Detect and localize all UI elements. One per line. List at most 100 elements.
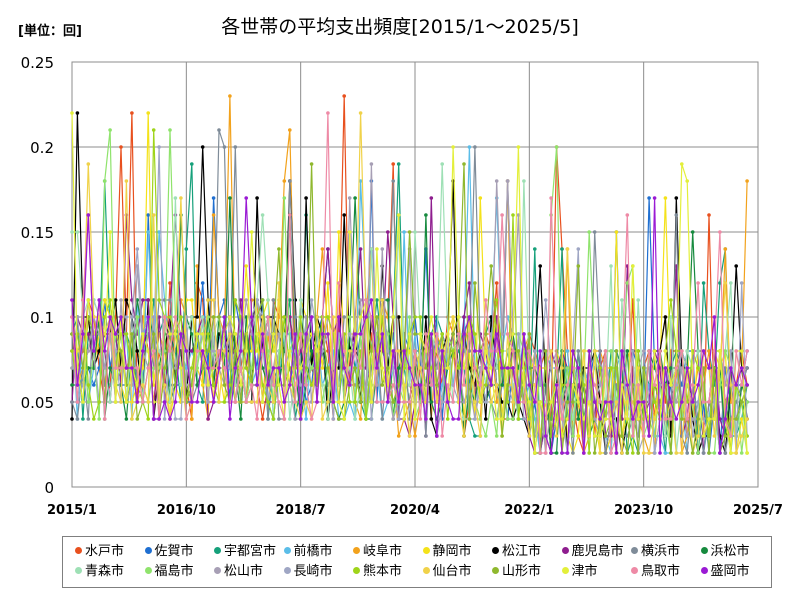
data-point: [631, 349, 635, 353]
data-point: [353, 196, 357, 200]
data-point: [690, 451, 695, 455]
data-point: [130, 366, 134, 370]
data-point: [500, 366, 504, 370]
legend-marker: [422, 547, 430, 554]
data-point: [429, 332, 434, 336]
data-point: [489, 383, 494, 387]
legend-item: 静岡市: [422, 544, 472, 560]
data-point: [168, 128, 172, 132]
data-point: [609, 451, 613, 455]
data-point: [228, 383, 232, 387]
chart-title: 各世帯の平均支出頻度[2015/1～2025/5]: [221, 16, 579, 38]
data-point: [97, 417, 101, 421]
data-point: [108, 315, 112, 319]
data-point: [222, 366, 227, 370]
data-point: [200, 349, 205, 353]
data-point: [674, 383, 679, 387]
data-point: [680, 349, 684, 353]
data-point: [527, 383, 532, 387]
data-point: [108, 230, 112, 234]
data-point: [141, 298, 145, 302]
data-point: [576, 417, 581, 421]
data-point: [282, 179, 287, 183]
data-point: [533, 400, 537, 404]
data-point: [102, 349, 107, 353]
data-point: [614, 230, 619, 234]
data-point: [135, 366, 140, 370]
data-point: [592, 349, 597, 353]
data-point: [652, 417, 657, 421]
data-point: [674, 417, 679, 421]
data-point: [402, 400, 406, 404]
legend-item: 横浜市: [631, 544, 680, 560]
data-point: [157, 417, 161, 421]
data-point: [636, 400, 640, 404]
data-point: [108, 400, 112, 404]
data-point: [141, 332, 145, 336]
data-point: [413, 417, 417, 421]
legend-label: 鹿児島市: [571, 544, 624, 559]
data-point: [451, 349, 455, 353]
data-point: [467, 315, 472, 319]
data-point: [652, 349, 657, 353]
data-point: [484, 298, 488, 302]
data-point: [511, 332, 515, 336]
data-point: [75, 400, 80, 404]
data-point: [456, 332, 461, 336]
data-point: [396, 400, 401, 404]
data-point: [511, 400, 515, 404]
data-point: [538, 383, 542, 387]
data-point: [190, 400, 194, 404]
data-point: [701, 417, 706, 421]
data-point: [200, 281, 205, 285]
data-point: [571, 400, 575, 404]
data-point: [288, 349, 292, 353]
data-point: [255, 417, 259, 421]
data-point: [119, 349, 123, 353]
legend-label: 熊本市: [363, 564, 403, 579]
data-point: [505, 383, 510, 387]
data-point: [533, 349, 537, 353]
data-point: [745, 383, 749, 387]
data-point: [113, 400, 118, 404]
data-point: [119, 400, 123, 404]
data-point: [424, 315, 428, 319]
data-point: [636, 417, 640, 421]
data-point: [456, 315, 461, 319]
data-point: [407, 400, 412, 404]
data-point: [277, 247, 281, 251]
data-point: [396, 213, 401, 217]
data-point: [92, 417, 96, 421]
data-point: [168, 332, 172, 336]
data-point: [151, 332, 156, 336]
data-point: [277, 315, 281, 319]
data-point: [543, 451, 548, 455]
data-point: [271, 298, 276, 302]
data-point: [206, 383, 210, 387]
data-point: [745, 417, 749, 421]
data-point: [424, 417, 428, 421]
data-point: [500, 213, 504, 217]
data-point: [685, 417, 689, 421]
data-point: [680, 451, 684, 455]
data-point: [587, 230, 591, 234]
data-point: [511, 366, 515, 370]
data-point: [135, 349, 140, 353]
data-point: [467, 281, 472, 285]
data-point: [451, 417, 455, 421]
data-point: [489, 349, 494, 353]
data-point: [614, 400, 619, 404]
legend-item: 佐賀市: [144, 544, 194, 560]
data-point: [554, 366, 559, 370]
data-point: [244, 264, 248, 268]
legend-marker: [283, 567, 291, 574]
data-point: [674, 400, 679, 404]
data-point: [277, 332, 281, 336]
data-point: [173, 417, 178, 421]
data-point: [500, 400, 504, 404]
data-point: [298, 332, 303, 336]
data-point: [723, 434, 728, 438]
data-point: [391, 400, 396, 404]
data-point: [680, 400, 684, 404]
data-point: [298, 315, 303, 319]
